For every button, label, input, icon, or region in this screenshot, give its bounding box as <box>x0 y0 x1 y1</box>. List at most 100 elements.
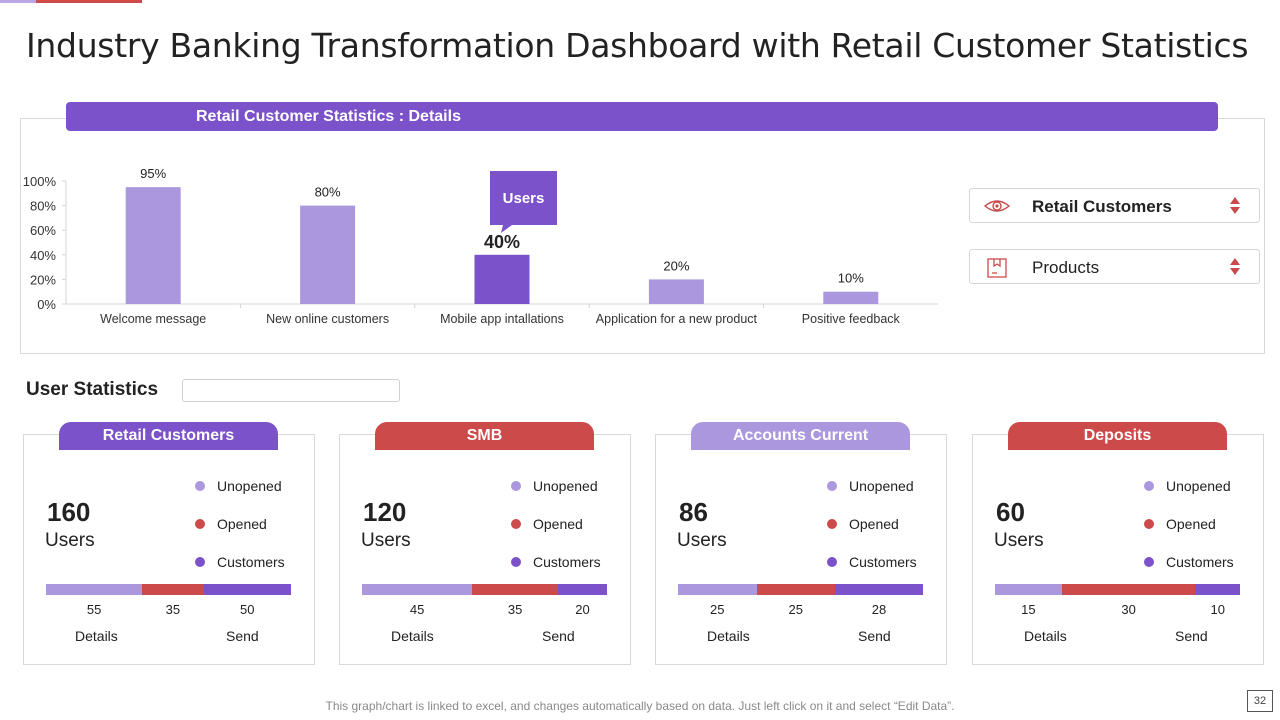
top-accent-bar <box>0 0 36 3</box>
bar-segment-value: 55 <box>86 602 102 617</box>
stat-card-legend: Unopened Opened Customers <box>1144 477 1234 591</box>
y-tick-label: 20% <box>30 272 56 287</box>
legend-item: Opened <box>1144 515 1234 553</box>
stat-card-unit: Users <box>994 530 1044 551</box>
page-number: 32 <box>1247 690 1273 712</box>
stat-card-bar <box>995 584 1240 595</box>
y-tick-label: 80% <box>30 199 56 214</box>
stat-card-title: Accounts Current <box>691 422 910 450</box>
retail-customers-dropdown[interactable]: Retail Customers <box>969 188 1260 223</box>
bar-value-label: 80% <box>315 185 341 200</box>
legend-item: Opened <box>827 515 917 553</box>
bar-segment-value: 45 <box>409 602 425 617</box>
legend-dot-icon <box>511 481 521 491</box>
stat-card-title: SMB <box>375 422 594 450</box>
bar-segment-value: 35 <box>507 602 523 617</box>
stat-card-count: 86 <box>679 497 708 527</box>
legend-dot-icon <box>195 519 205 529</box>
chart-panel-banner: Retail Customer Statistics : Details <box>66 102 1218 131</box>
legend-label: Opened <box>849 516 899 532</box>
legend-label: Unopened <box>849 478 914 494</box>
y-tick-label: 0% <box>37 297 56 312</box>
legend-dot-icon <box>827 519 837 529</box>
chart-bar <box>474 254 530 304</box>
bar-segment <box>835 584 923 595</box>
bar-segment <box>203 584 291 595</box>
send-link[interactable]: Send <box>226 628 259 644</box>
details-link[interactable]: Details <box>75 628 118 644</box>
legend-dot-icon <box>1144 557 1154 567</box>
legend-dot-icon <box>511 519 521 529</box>
send-link[interactable]: Send <box>1175 628 1208 644</box>
legend-label: Opened <box>533 516 583 532</box>
bar-segment <box>362 584 473 595</box>
legend-label: Customers <box>849 554 917 570</box>
bar-value-label: 20% <box>663 258 689 273</box>
eye-icon <box>983 197 1011 215</box>
bar-segment-value: 25 <box>788 602 804 617</box>
legend-item: Unopened <box>511 477 601 515</box>
stat-card-count: 60 <box>996 497 1025 527</box>
bar-value-label: 95% <box>140 166 166 181</box>
x-category-label: Positive feedback <box>802 312 901 326</box>
stat-card-legend: Unopened Opened Customers <box>827 477 917 591</box>
legend-item: Customers <box>827 553 917 591</box>
bar-value-label: 40% <box>484 232 520 252</box>
legend-label: Unopened <box>217 478 282 494</box>
details-link[interactable]: Details <box>391 628 434 644</box>
retail-customers-dropdown-label: Retail Customers <box>1032 197 1172 216</box>
stat-card: Accounts Current 86 Users Unopened Opened Cus… <box>655 422 947 665</box>
chart-bar <box>823 291 879 304</box>
products-dropdown[interactable]: Products <box>969 249 1260 284</box>
footer-note: This graph/chart is linked to excel, and… <box>325 699 955 713</box>
sort-arrows-icon <box>1229 258 1241 276</box>
legend-dot-icon <box>195 481 205 491</box>
legend-item: Unopened <box>1144 477 1234 515</box>
y-tick-label: 60% <box>30 223 56 238</box>
package-icon <box>984 258 1010 278</box>
callout-label: Users <box>503 190 545 207</box>
stat-card: Deposits 60 Users Unopened Opened Customers 15… <box>972 422 1264 665</box>
bar-segment <box>1061 584 1196 595</box>
stat-card-title: Deposits <box>1008 422 1227 450</box>
stat-card: Retail Customers 160 Users Unopened Opened Cu… <box>23 422 315 665</box>
bar-segment-value: 35 <box>165 602 181 617</box>
bar-segment <box>1195 584 1240 595</box>
top-accent-bar-red <box>36 0 142 3</box>
bar-segment <box>756 584 836 595</box>
user-statistics-search-input[interactable] <box>182 379 400 402</box>
send-link[interactable]: Send <box>858 628 891 644</box>
details-link[interactable]: Details <box>707 628 750 644</box>
stat-card-unit: Users <box>45 530 95 551</box>
legend-label: Unopened <box>533 478 598 494</box>
stat-card-title: Retail Customers <box>59 422 278 450</box>
x-category-label: Mobile app intallations <box>440 312 564 326</box>
bar-value-label: 10% <box>838 271 864 286</box>
legend-item: Customers <box>511 553 601 591</box>
legend-label: Customers <box>1166 554 1234 570</box>
x-category-label: New online customers <box>266 312 389 326</box>
legend-item: Opened <box>195 515 285 553</box>
legend-label: Customers <box>217 554 285 570</box>
legend-item: Customers <box>195 553 285 591</box>
send-link[interactable]: Send <box>542 628 575 644</box>
legend-label: Opened <box>1166 516 1216 532</box>
chart-bar <box>648 279 704 304</box>
stat-card-bar <box>362 584 607 595</box>
legend-dot-icon <box>827 481 837 491</box>
stat-card-legend: Unopened Opened Customers <box>511 477 601 591</box>
legend-item: Unopened <box>195 477 285 515</box>
bar-segment <box>142 584 204 595</box>
stat-card-unit: Users <box>677 530 727 551</box>
stat-card-unit: Users <box>361 530 411 551</box>
legend-item: Opened <box>511 515 601 553</box>
sort-arrows-icon <box>1229 197 1241 215</box>
y-tick-label: 100% <box>23 174 57 189</box>
bar-segment-value: 25 <box>710 602 725 617</box>
stat-card-legend: Unopened Opened Customers <box>195 477 285 591</box>
stat-card-bar <box>46 584 291 595</box>
details-link[interactable]: Details <box>1024 628 1067 644</box>
legend-label: Unopened <box>1166 478 1231 494</box>
bar-segment <box>472 584 558 595</box>
legend-dot-icon <box>1144 481 1154 491</box>
